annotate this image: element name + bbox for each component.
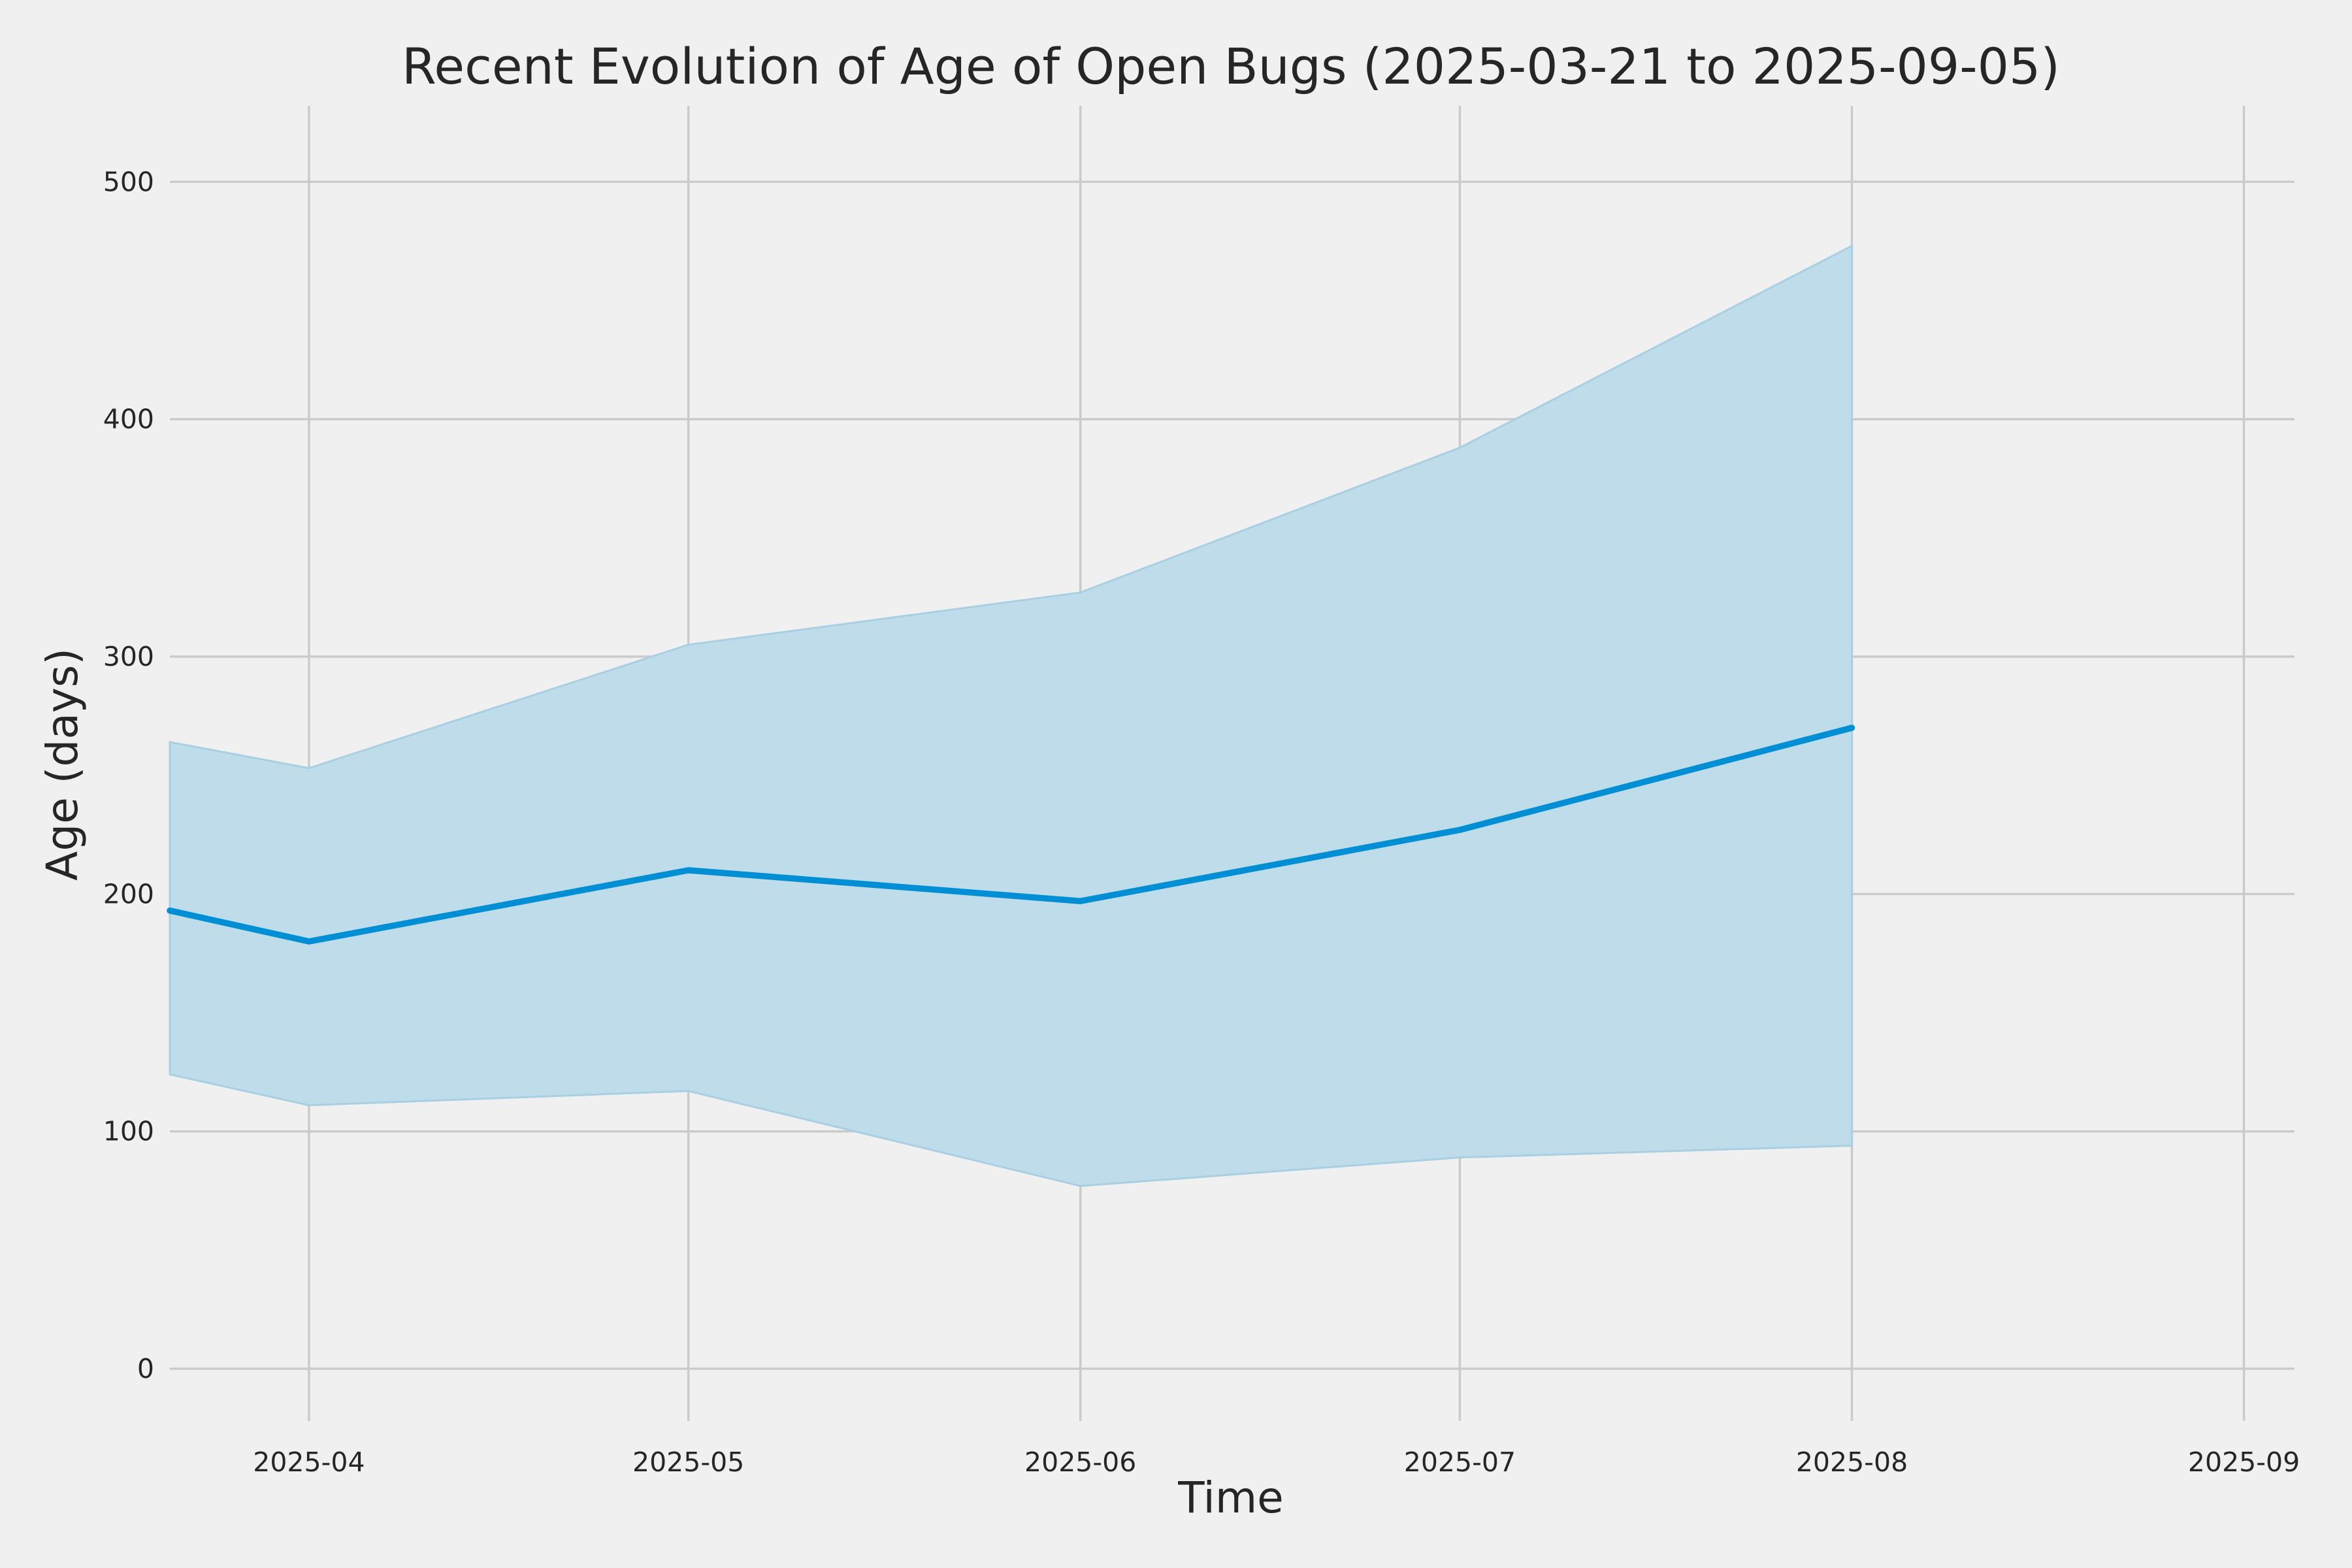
y-axis-label: Age (days) bbox=[37, 648, 88, 881]
x-tick-label: 2025-09 bbox=[2188, 1446, 2300, 1478]
y-tick-label: 400 bbox=[103, 404, 154, 435]
confidence-band bbox=[169, 244, 1853, 1187]
tick-labels: 0 100 200 300 400 500 2025-04 2025-05 2025-06 202… bbox=[103, 166, 2300, 1478]
chart-title: Recent Evolution of Age of Open Bugs (20… bbox=[402, 37, 2060, 95]
mean-age-line bbox=[167, 725, 1855, 945]
y-tick-label: 500 bbox=[103, 166, 154, 197]
mean-line-layer bbox=[167, 725, 1855, 945]
x-tick-label: 2025-04 bbox=[253, 1446, 365, 1478]
confidence-band-layer bbox=[169, 244, 1853, 1187]
y-tick-label: 200 bbox=[103, 878, 154, 909]
y-tick-label: 100 bbox=[103, 1116, 154, 1147]
x-axis-label: Time bbox=[1177, 1473, 1284, 1523]
y-tick-label: 300 bbox=[103, 641, 154, 672]
y-tick-label: 0 bbox=[137, 1353, 154, 1384]
x-tick-label: 2025-06 bbox=[1024, 1446, 1136, 1478]
x-tick-label: 2025-05 bbox=[632, 1446, 744, 1478]
x-tick-label: 2025-08 bbox=[1796, 1446, 1908, 1478]
x-tick-label: 2025-07 bbox=[1404, 1446, 1516, 1478]
